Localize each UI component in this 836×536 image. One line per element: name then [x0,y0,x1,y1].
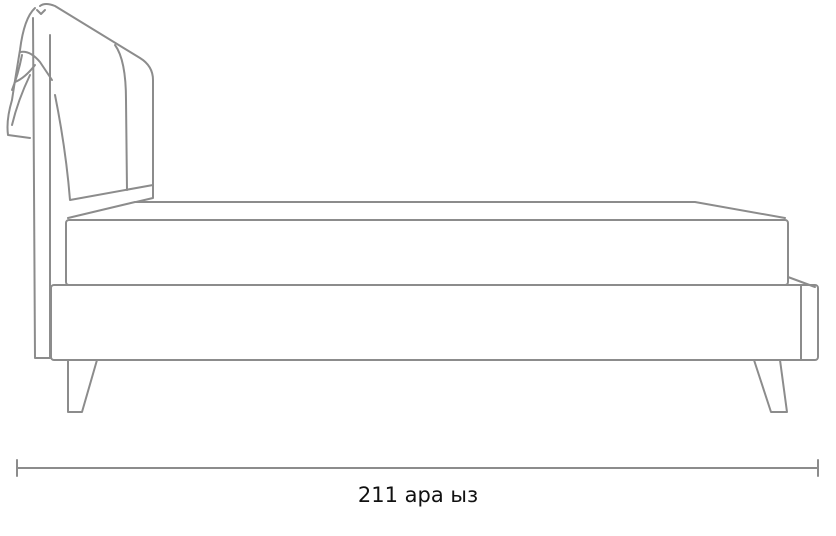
legs [67,359,788,413]
mattress [65,201,789,286]
cushion-seam [114,44,128,191]
left-leg [67,359,98,413]
cushion-lower-edge [135,184,154,203]
right-leg [753,359,788,413]
dimension-line [16,459,819,477]
bed-base [50,276,819,361]
dimension-label: 211 ара ыз [357,483,479,507]
headboard-post [32,17,51,359]
throw-blanket [6,7,53,139]
headboard-cushion [39,3,154,201]
headboard [32,3,154,359]
